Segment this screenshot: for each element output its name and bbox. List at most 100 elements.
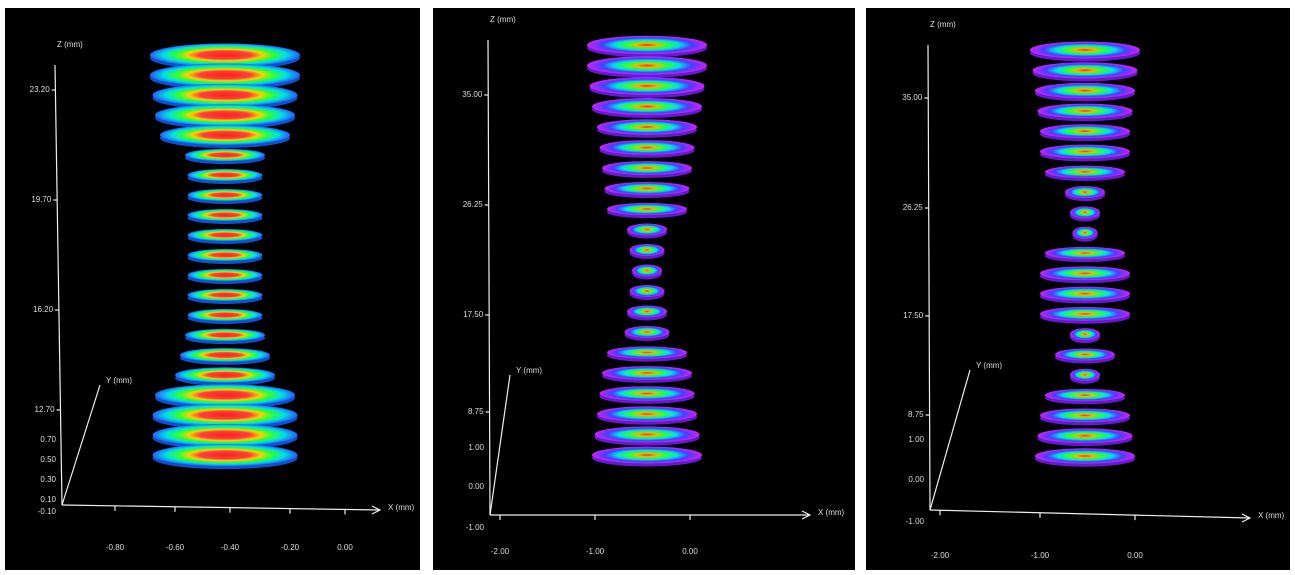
y-tick-label: 0.50 xyxy=(40,455,56,464)
beam-slice xyxy=(1040,144,1130,159)
z-axis xyxy=(487,39,491,516)
x-axis-label: X (mm) xyxy=(1258,511,1285,520)
beam-slice xyxy=(187,169,263,181)
beam-slice xyxy=(627,305,667,318)
beam-slice xyxy=(627,223,667,236)
x-tick-label: -1.00 xyxy=(586,547,605,556)
beam-slice xyxy=(599,140,695,155)
beam-slice xyxy=(594,426,700,443)
beam-slice xyxy=(152,403,298,427)
beam-slice xyxy=(629,244,665,256)
beam-slice xyxy=(187,249,263,261)
x-tick-label: -0.40 xyxy=(221,543,240,552)
x-tick-label: -2.00 xyxy=(931,551,950,560)
z-tick-label: 17.50 xyxy=(903,311,924,320)
x-tick-label: -2.00 xyxy=(491,547,510,556)
beam-slice xyxy=(1035,82,1135,99)
z-tick-label: 35.00 xyxy=(462,90,483,99)
beam-slice xyxy=(187,209,263,221)
x-tick-label: 0.00 xyxy=(682,547,698,556)
x-axis xyxy=(929,509,1251,519)
z-tick-label: 35.00 xyxy=(902,93,923,102)
beam-slice xyxy=(1040,124,1130,139)
y-axis xyxy=(929,369,971,511)
beam-slice xyxy=(187,189,263,201)
beam-slice xyxy=(1072,226,1098,239)
beam-slice xyxy=(187,269,263,281)
beam-slice xyxy=(175,367,275,383)
beam-slice xyxy=(599,386,695,401)
z-axis-label: Z (mm) xyxy=(930,20,956,29)
beam-slice xyxy=(1045,246,1125,260)
beam-slice xyxy=(607,202,687,216)
z-axis-label: Z (mm) xyxy=(490,15,516,24)
y-axis xyxy=(61,384,101,506)
beam-slice xyxy=(602,366,692,380)
beam-slice xyxy=(597,406,697,422)
y-axis-label: Y (mm) xyxy=(516,366,542,375)
x-tick-label: -0.80 xyxy=(106,543,125,552)
y-tick-label: 0.00 xyxy=(468,482,484,491)
beam-slice xyxy=(1045,165,1125,178)
y-tick-label: 0.30 xyxy=(40,475,56,484)
beam-slice xyxy=(1040,286,1130,301)
beam-slice xyxy=(187,289,263,301)
beam-slice xyxy=(607,346,687,359)
beam-slice xyxy=(1070,206,1100,219)
z-tick-label: 16.20 xyxy=(33,305,54,314)
beam-slice xyxy=(1055,348,1115,361)
z-tick-label: 8.75 xyxy=(908,410,924,419)
beam-slice xyxy=(1037,428,1133,444)
y-tick-label: 0.10 xyxy=(40,495,56,504)
beam-slice xyxy=(1070,368,1100,381)
z-tick-label: 17.50 xyxy=(463,310,484,319)
beam-slice xyxy=(187,229,263,241)
beam-slice xyxy=(632,264,662,277)
beam-slice xyxy=(1030,41,1140,59)
beam-slice xyxy=(589,77,705,95)
x-tick-label: -0.20 xyxy=(281,543,300,552)
z-tick-label: 19.70 xyxy=(31,195,52,204)
beam-slice xyxy=(152,83,298,107)
beam-slice xyxy=(155,384,295,406)
beam-slice xyxy=(602,161,692,175)
beam-slice xyxy=(597,119,697,135)
beam-slice xyxy=(1035,448,1135,464)
y-tick-label: -0.10 xyxy=(38,507,57,516)
x-tick-label: 0.00 xyxy=(1127,551,1143,560)
beam-slice xyxy=(1045,388,1125,402)
beam-slice xyxy=(592,446,702,464)
x-tick-label: -1.00 xyxy=(1031,551,1050,560)
beam-slice xyxy=(1037,103,1133,119)
z-tick-label: 26.25 xyxy=(463,200,484,209)
beam-slice xyxy=(629,285,665,297)
y-axis-label: Y (mm) xyxy=(106,376,132,385)
beam-slice xyxy=(1040,266,1130,281)
y-tick-label: 1.00 xyxy=(468,443,484,452)
z-tick-label: 26.25 xyxy=(903,203,924,212)
z-axis xyxy=(54,64,63,506)
beam-slice xyxy=(152,423,298,447)
x-axis-label: X (mm) xyxy=(818,508,845,517)
z-axis xyxy=(927,44,931,511)
z-tick-label: 12.70 xyxy=(35,405,56,414)
y-tick-label: 0.00 xyxy=(908,475,924,484)
beam-slice xyxy=(185,328,265,342)
beam-slice xyxy=(152,443,298,467)
beam-slice xyxy=(155,104,295,126)
beam-slice xyxy=(180,348,270,362)
beam-slice xyxy=(1070,328,1100,341)
z-tick-label: 8.75 xyxy=(468,407,484,416)
x-tick-label: -0.60 xyxy=(166,543,185,552)
x-arrow xyxy=(801,510,812,520)
beam-slice xyxy=(187,309,263,321)
y-tick-label: -1.00 xyxy=(906,517,925,526)
x-tick-label: 0.00 xyxy=(337,543,353,552)
beam-slice xyxy=(624,326,670,338)
x-arrow xyxy=(1241,513,1252,523)
x-axis-label: X (mm) xyxy=(388,503,415,512)
y-axis-label: Y (mm) xyxy=(976,361,1002,370)
beam-slice xyxy=(592,98,702,115)
beam-slice xyxy=(1065,186,1105,199)
